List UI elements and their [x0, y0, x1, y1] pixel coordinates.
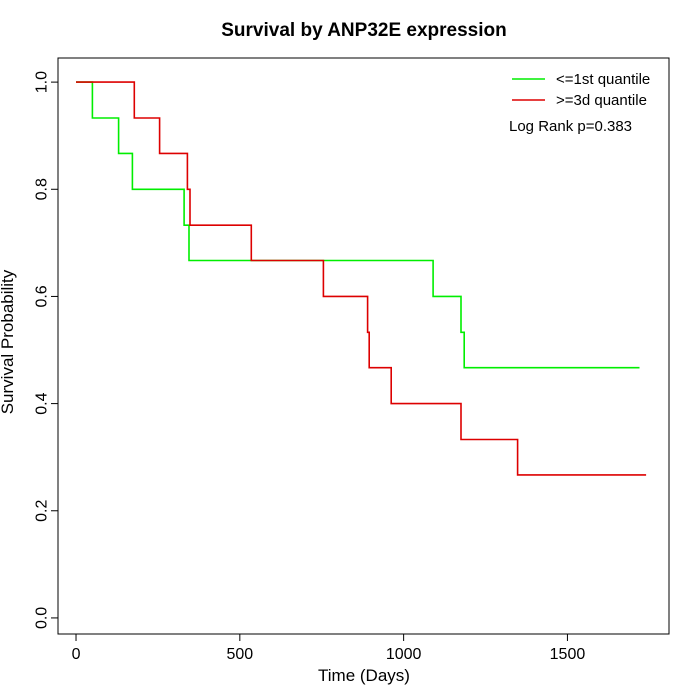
x-axis: 0 500 1000 1500 [72, 633, 586, 663]
legend-label: <=1st quantile [556, 71, 650, 88]
survival-curve-1 [76, 81, 640, 369]
x-tick-label: 1000 [386, 646, 422, 663]
x-tick-label: 1500 [550, 646, 586, 663]
y-axis: 0.0 0.2 0.4 0.6 0.8 1.0 [34, 71, 59, 629]
plot-frame [57, 57, 670, 635]
x-axis-label: Time (Days) [318, 666, 410, 685]
y-axis-label: Survival Probability [0, 269, 17, 414]
y-tick-label: 1.0 [34, 71, 51, 93]
y-tick-label: 0.4 [34, 392, 51, 414]
survival-curve-2 [76, 81, 647, 476]
y-tick-label: 0.8 [34, 178, 51, 200]
y-tick-label: 0.2 [34, 500, 51, 522]
x-tick-label: 500 [226, 646, 253, 663]
y-tick-label: 0.6 [34, 285, 51, 307]
log-rank-annotation: Log Rank p=0.383 [509, 118, 632, 135]
y-tick-label: 0.0 [34, 607, 51, 629]
legend: <=1st quantile >=3d quantile [512, 71, 650, 109]
chart-title: Survival by ANP32E expression [221, 20, 506, 41]
series-layer [76, 81, 647, 476]
legend-label: >=3d quantile [556, 92, 647, 109]
x-tick-label: 0 [72, 646, 81, 663]
